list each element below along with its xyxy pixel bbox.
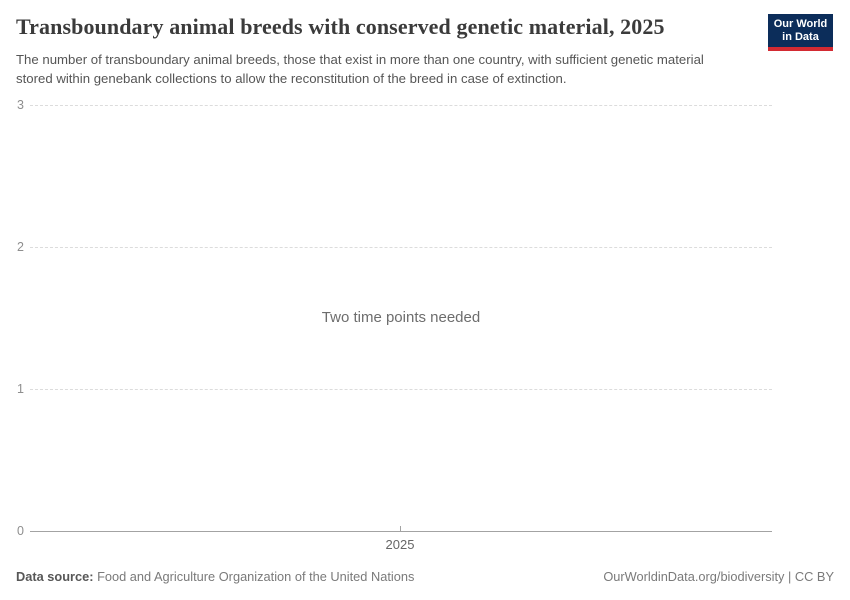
owid-logo: Our World in Data — [768, 14, 833, 51]
gridline-2 — [30, 247, 772, 248]
owid-logo-line2: in Data — [782, 30, 819, 43]
x-axis-line — [30, 531, 772, 532]
y-tick-label-1: 1 — [17, 382, 24, 396]
chart-subtitle: The number of transboundary animal breed… — [16, 52, 704, 86]
gridline-3 — [30, 105, 772, 106]
data-source-note: Data source: Food and Agriculture Organi… — [16, 569, 414, 585]
owid-logo-line1: Our World — [773, 17, 828, 30]
chart-footer: Data source: Food and Agriculture Organi… — [16, 569, 834, 585]
no-data-message: Two time points needed — [321, 309, 481, 326]
x-tick-label-2025: 2025 — [385, 537, 415, 552]
chart-title: Transboundary animal breeds with conserv… — [16, 14, 665, 39]
attribution-note: OurWorldinData.org/biodiversity | CC BY — [603, 569, 834, 584]
y-tick-label-3: 3 — [17, 98, 24, 112]
data-source-value: Food and Agriculture Organization of the… — [93, 569, 415, 584]
x-tick-mark-2025 — [400, 526, 401, 531]
y-tick-label-0: 0 — [17, 524, 24, 538]
gridline-1 — [30, 389, 772, 390]
data-source-label: Data source: — [16, 569, 94, 584]
y-tick-label-2: 2 — [17, 240, 24, 254]
